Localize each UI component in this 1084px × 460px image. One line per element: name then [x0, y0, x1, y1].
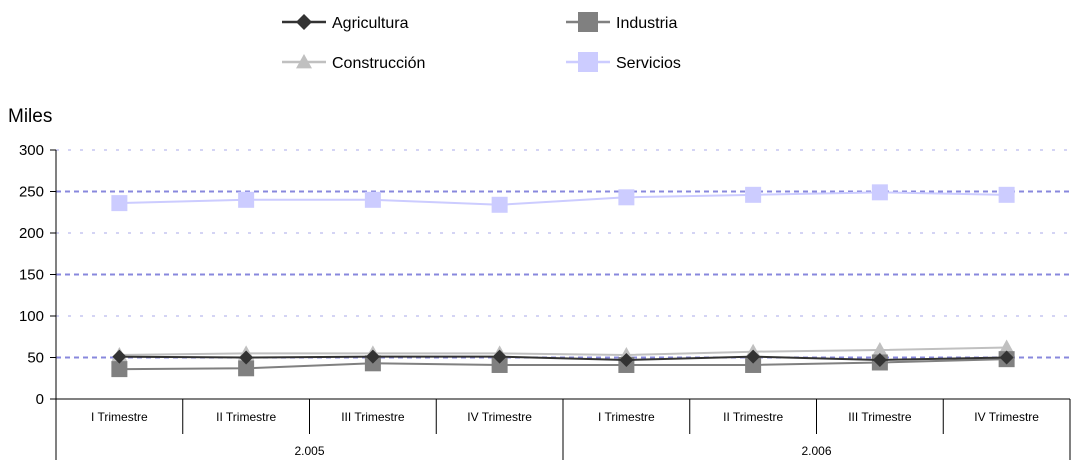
data-point-agricultura	[999, 350, 1014, 365]
legend-item-industria: Industria	[566, 12, 677, 32]
y-tick-label: 250	[19, 184, 44, 201]
legend-marker	[578, 12, 598, 32]
series-agricultura	[112, 349, 1014, 367]
data-point-agricultura	[619, 352, 634, 367]
x-category-label: IV Trimestre	[974, 410, 1039, 424]
data-point-agricultura	[239, 350, 254, 365]
legend-label: Servicios	[616, 55, 681, 72]
data-point-servicios	[364, 191, 381, 208]
legend-item-agricultura: Agricultura	[282, 14, 409, 32]
series-line-servicios	[119, 191, 1007, 206]
data-point-agricultura	[872, 352, 887, 367]
data-point-servicios	[745, 186, 762, 203]
x-group-label: 2.005	[294, 444, 324, 458]
legend-marker	[296, 54, 312, 69]
y-tick-label: 100	[19, 308, 44, 325]
gridlines	[56, 149, 1070, 359]
data-point-industria	[238, 360, 255, 377]
x-category-label: III Trimestre	[341, 410, 405, 424]
data-point-industria	[491, 356, 508, 373]
x-category-label: I Trimestre	[91, 410, 148, 424]
legend-label: Agricultura	[332, 15, 409, 32]
data-point-servicios	[491, 196, 508, 213]
data-point-agricultura	[746, 349, 761, 364]
series-line-industria	[119, 358, 1007, 371]
y-tick-label: 0	[36, 391, 44, 408]
y-tick-label: 150	[19, 267, 44, 284]
series-lines	[111, 184, 1015, 378]
data-point-construccion	[998, 339, 1015, 354]
y-tick-label: 50	[27, 350, 44, 367]
data-point-industria	[745, 356, 762, 373]
series-line-agricultura	[119, 355, 1007, 361]
legend-item-construccion: Construcción	[282, 54, 425, 72]
legend-marker	[296, 14, 312, 30]
data-point-industria	[111, 361, 128, 378]
data-point-servicios	[618, 189, 635, 206]
x-group-label: 2.006	[801, 444, 831, 458]
series-servicios	[111, 184, 1015, 213]
legend: Agricultura Industria Construcción Servicio…	[282, 12, 681, 72]
axes: 0 50 100 150 200 250 300 I Trimestre II Trimestr…	[19, 142, 1071, 460]
x-category-label: III Trimestre	[848, 410, 912, 424]
data-point-construccion	[871, 342, 888, 357]
data-point-agricultura	[365, 349, 380, 364]
x-category-label: I Trimestre	[598, 410, 655, 424]
data-point-servicios	[998, 186, 1015, 203]
y-tick-label: 300	[19, 142, 44, 159]
data-point-servicios	[238, 191, 255, 208]
x-category-label: II Trimestre	[723, 410, 783, 424]
legend-label: Industria	[616, 15, 677, 32]
series-line-construccion	[119, 346, 1007, 357]
data-point-servicios	[871, 184, 888, 201]
y-tick-label: 200	[19, 225, 44, 242]
legend-marker	[578, 52, 598, 72]
legend-label: Construcción	[332, 55, 425, 72]
y-axis-unit-label: Miles	[8, 106, 52, 127]
data-point-agricultura	[112, 349, 127, 364]
x-category-label: II Trimestre	[216, 410, 276, 424]
legend-item-servicios: Servicios	[566, 52, 681, 72]
data-point-servicios	[111, 195, 128, 212]
x-category-label: IV Trimestre	[467, 410, 532, 424]
data-point-agricultura	[492, 349, 507, 364]
